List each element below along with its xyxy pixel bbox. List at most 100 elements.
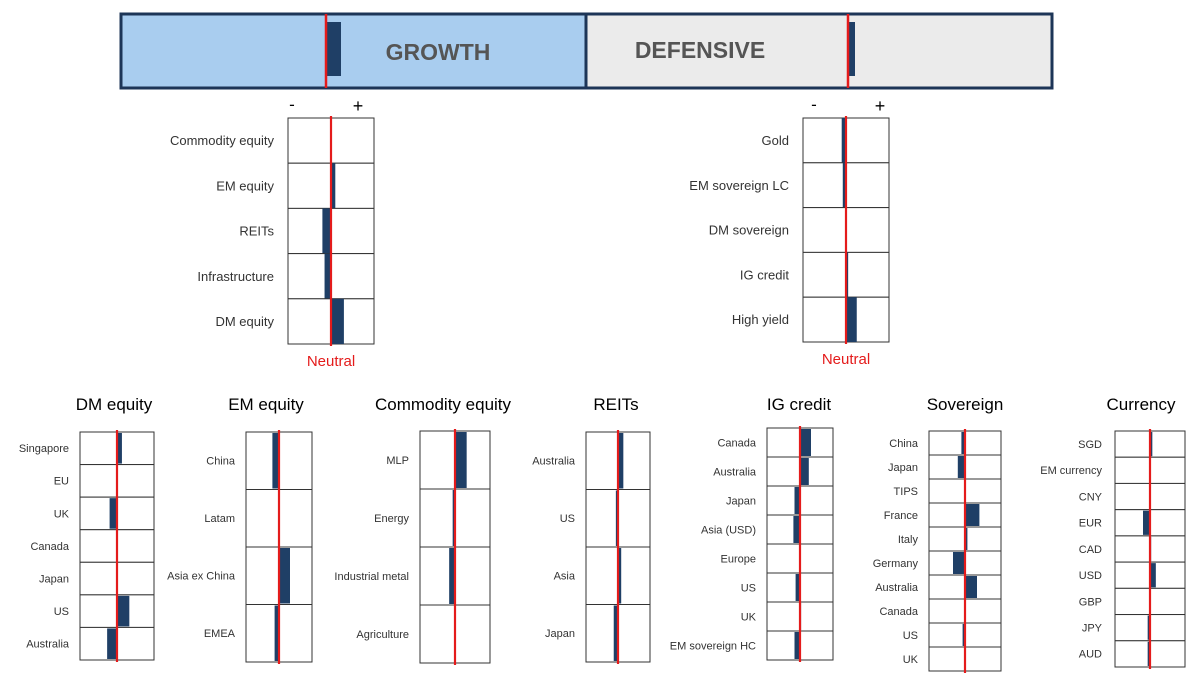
bar-china [272, 433, 279, 489]
defensive-assets-panel: - + Gold EM sovereign LC DM sovereign IG cr… [689, 95, 890, 368]
currency-title: Currency [1107, 395, 1176, 414]
label-cny: CNY [1079, 491, 1103, 503]
label-tips: TIPS [894, 486, 918, 498]
bar-sgd [1150, 432, 1153, 457]
label-em-equity: EM equity [216, 178, 274, 193]
label-sgd: SGD [1078, 439, 1102, 451]
label-em-currency: EM currency [1040, 465, 1102, 477]
bar-infrastructure [324, 253, 331, 299]
label-france: France [884, 510, 918, 522]
bar-em-sovereign-lc [842, 162, 846, 208]
bar-eur [1143, 510, 1150, 535]
label-asia-usd: Asia (USD) [701, 524, 756, 536]
label-china: China [889, 438, 919, 450]
bar-china [961, 432, 965, 454]
bar-australia [107, 628, 117, 659]
reits-title: REITs [593, 395, 638, 414]
bar-singapore [117, 433, 122, 464]
label-canada: Canada [30, 541, 69, 553]
label-japan: Japan [39, 573, 69, 585]
bar-japan [613, 605, 618, 661]
bar-germany [953, 552, 965, 574]
label-cad: CAD [1079, 544, 1102, 556]
currency-panel: SGD EM currency CNY EUR CAD USD GBP JPY AUD [1040, 429, 1186, 669]
bar-energy [452, 490, 455, 546]
bar-asia [618, 548, 622, 604]
label-gbp: GBP [1079, 596, 1102, 608]
label-asia: Asia [554, 571, 576, 583]
label-china: China [206, 456, 236, 468]
growth-neutral-label: Neutral [307, 353, 355, 370]
label-australia: Australia [713, 466, 757, 478]
label-australia: Australia [532, 456, 576, 468]
bar-gold [841, 118, 846, 163]
bar-japan [957, 456, 965, 478]
label-em-sovereign-hc: EM sovereign HC [670, 640, 756, 652]
commodity-equity-title: Commodity equity [375, 395, 512, 414]
label-reits: REITs [239, 224, 274, 239]
label-singapore: Singapore [19, 443, 69, 455]
bar-high-yield [846, 297, 857, 342]
ig-credit-title: IG credit [767, 395, 832, 414]
label-uk: UK [903, 654, 919, 666]
label-energy: Energy [374, 513, 409, 525]
banner-bar-growth [327, 22, 341, 76]
label-mlp: MLP [386, 455, 409, 467]
label-australia: Australia [26, 639, 70, 651]
em-equity-panel: China Latam Asia ex China EMEA [167, 430, 313, 664]
bar-em-sovereign-hc [794, 632, 800, 659]
bar-australia [618, 433, 624, 489]
bar-emea [274, 605, 279, 661]
label-germany: Germany [873, 558, 919, 570]
label-high-yield: High yield [732, 312, 789, 327]
label-canada: Canada [717, 437, 756, 449]
growth-defensive-banner: GROWTH DEFENSIVE [119, 12, 1054, 90]
label-industrial-metal: Industrial metal [334, 571, 409, 583]
bar-jpy [1147, 615, 1150, 640]
bar-em-equity [331, 163, 336, 209]
bar-uk [109, 498, 117, 529]
bar-us [117, 595, 130, 627]
label-japan: Japan [726, 495, 756, 507]
bar-us [962, 624, 965, 646]
sovereign-title: Sovereign [927, 395, 1004, 414]
label-us: US [903, 630, 918, 642]
label-japan: Japan [888, 462, 918, 474]
bar-japan [794, 487, 800, 514]
reits-panel: Australia US Asia Japan [532, 430, 651, 664]
bar-reits [322, 208, 331, 254]
label-uk: UK [54, 508, 70, 520]
growth-label: GROWTH [386, 39, 491, 65]
bar-canada [800, 429, 811, 456]
label-asia-ex-china: Asia ex China [167, 571, 236, 583]
label-eu: EU [54, 476, 69, 488]
label-italy: Italy [898, 534, 919, 546]
label-australia: Australia [875, 582, 919, 594]
label-canada: Canada [879, 606, 918, 618]
commodity-equity-panel: MLP Energy Industrial metal Agriculture [334, 429, 491, 665]
banner-bar-defensive [849, 22, 855, 76]
defensive-minus-label: - [811, 95, 817, 114]
label-jpy: JPY [1082, 623, 1103, 635]
label-aud: AUD [1079, 649, 1102, 661]
defensive-plus-label: + [875, 96, 886, 116]
bar-asia-usd [793, 516, 800, 543]
label-usd: USD [1079, 570, 1102, 582]
label-latam: Latam [204, 513, 235, 525]
label-japan: Japan [545, 628, 575, 640]
label-infrastructure: Infrastructure [197, 269, 274, 284]
defensive-label: DEFENSIVE [635, 37, 765, 63]
label-us: US [741, 582, 756, 594]
label-us: US [560, 513, 575, 525]
ig-credit-panel: Canada Australia Japan Asia (USD) Europe US UK… [670, 426, 834, 662]
label-us: US [54, 606, 69, 618]
defensive-neutral-label: Neutral [822, 351, 870, 368]
bar-usd [1150, 563, 1156, 588]
growth-minus-label: - [289, 95, 295, 114]
em-equity-title: EM equity [228, 395, 304, 414]
bar-dm-equity [331, 298, 344, 344]
bar-australia [965, 576, 977, 598]
label-ig-credit: IG credit [740, 267, 790, 282]
label-gold: Gold [762, 133, 789, 148]
